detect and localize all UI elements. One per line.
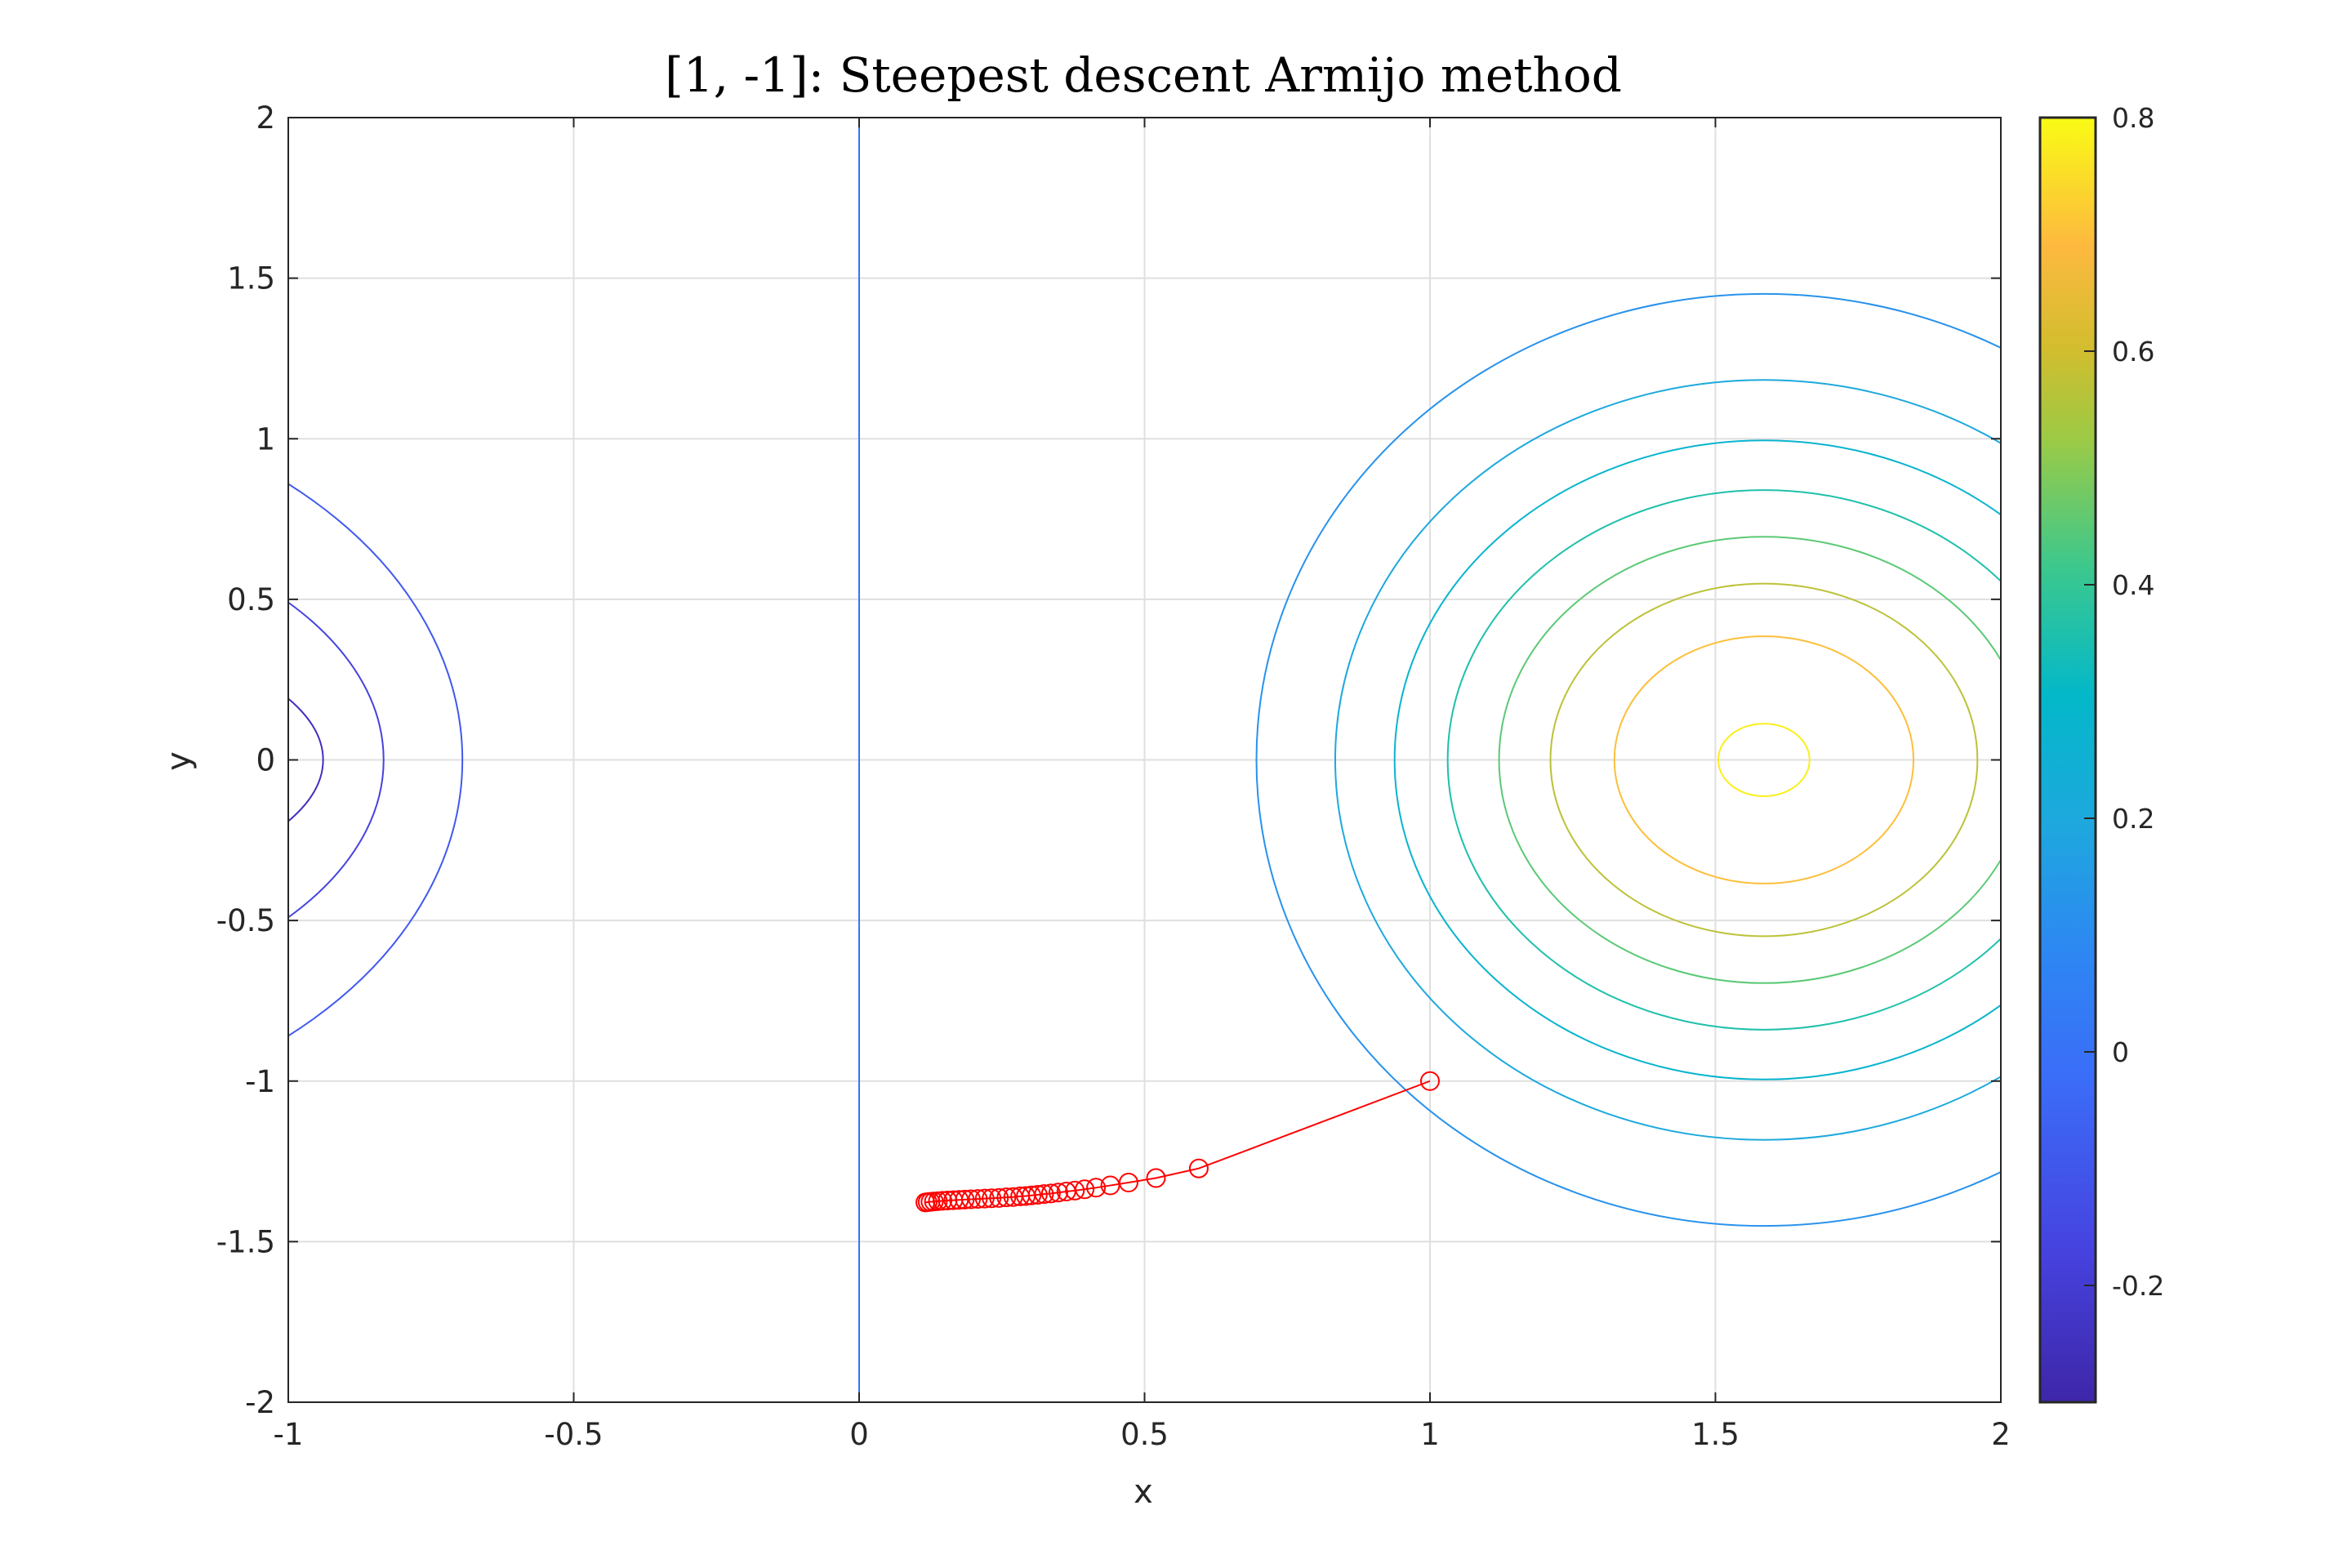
y-tick-label: 0.5 xyxy=(227,582,275,617)
x-tick-label: 1.5 xyxy=(1691,1417,1740,1452)
x-tick-label: 0 xyxy=(849,1417,869,1452)
colorbar-tick-label: 0.4 xyxy=(2112,569,2154,601)
y-tick-label: 1 xyxy=(256,421,275,457)
chart-title: [1, -1]: Steepest descent Armijo method xyxy=(665,47,1622,103)
trajectory-point xyxy=(1188,1158,1209,1178)
colorbar-tick-label: 0.2 xyxy=(2112,803,2154,835)
y-axis-label: y xyxy=(160,751,198,771)
y-tick-label: -0.5 xyxy=(216,903,275,938)
trajectory-point xyxy=(949,1190,969,1210)
contour-lines xyxy=(288,118,2001,1402)
trajectory-point xyxy=(989,1187,1009,1208)
colorbar-tick-label: 0.8 xyxy=(2112,102,2154,134)
trajectory-point xyxy=(943,1190,964,1210)
contour-line xyxy=(288,697,324,822)
colorbar-tick-label: 0 xyxy=(2112,1036,2129,1068)
contour-line xyxy=(1446,489,2001,1031)
colorbar-tick-label: 0.6 xyxy=(2112,336,2154,368)
trajectory-point xyxy=(1003,1187,1023,1207)
y-tick-label: -2 xyxy=(245,1385,275,1420)
trajectory-point xyxy=(1040,1183,1061,1204)
contour-line xyxy=(1334,379,2001,1141)
axis-ticks: -1 -0.5 0 0.5 1 1.5 2 -2 -1.5 -1 -0.5 0 0.5 1 1.5 2 xyxy=(216,100,2011,1452)
trajectory-line xyxy=(924,1080,1431,1204)
trajectory-point xyxy=(968,1189,988,1209)
x-tick-label: -1 xyxy=(274,1417,304,1452)
trajectory-point xyxy=(1065,1180,1085,1200)
contour-line xyxy=(288,483,464,1037)
x-tick-label: 0.5 xyxy=(1120,1417,1169,1452)
y-tick-label: 0 xyxy=(256,743,275,778)
trajectory-point xyxy=(982,1188,1002,1209)
x-tick-label: 2 xyxy=(1991,1417,2011,1452)
x-axis-label: x xyxy=(1134,1473,1153,1511)
trajectory-point xyxy=(1086,1178,1107,1198)
x-tick-label: -0.5 xyxy=(544,1417,603,1452)
contour-line xyxy=(288,601,385,919)
trajectory-point xyxy=(1146,1168,1166,1188)
y-tick-label: 2 xyxy=(256,100,275,136)
trajectory-point xyxy=(1010,1186,1031,1206)
trajectory-point xyxy=(1056,1182,1076,1202)
trajectory-point xyxy=(1100,1175,1120,1196)
contour-line xyxy=(1498,536,2001,984)
y-tick-label: 1.5 xyxy=(227,261,275,296)
contour-line xyxy=(1393,439,2001,1080)
contour-line xyxy=(1613,635,1915,884)
trajectory-point xyxy=(1048,1183,1068,1203)
y-tick-label: -1 xyxy=(245,1064,275,1099)
trajectory xyxy=(915,1071,1440,1213)
trajectory-point xyxy=(915,1192,936,1213)
trajectory-point xyxy=(1420,1071,1440,1091)
y-tick-label: -1.5 xyxy=(216,1224,275,1259)
colorbar-ticks: -0.2 0 0.2 0.4 0.6 0.8 xyxy=(2084,102,2164,1302)
trajectory-point xyxy=(1016,1186,1036,1206)
colorbar xyxy=(2038,116,2097,1404)
contour-line xyxy=(1255,293,2001,1227)
trajectory-point xyxy=(996,1187,1017,1208)
colorbar-tick-label: -0.2 xyxy=(2112,1270,2164,1302)
contour-line xyxy=(1549,582,1979,938)
x-tick-label: 1 xyxy=(1420,1417,1440,1452)
contour-line xyxy=(1717,723,1811,797)
trajectory-point xyxy=(974,1188,995,1209)
grid xyxy=(287,117,2002,1403)
